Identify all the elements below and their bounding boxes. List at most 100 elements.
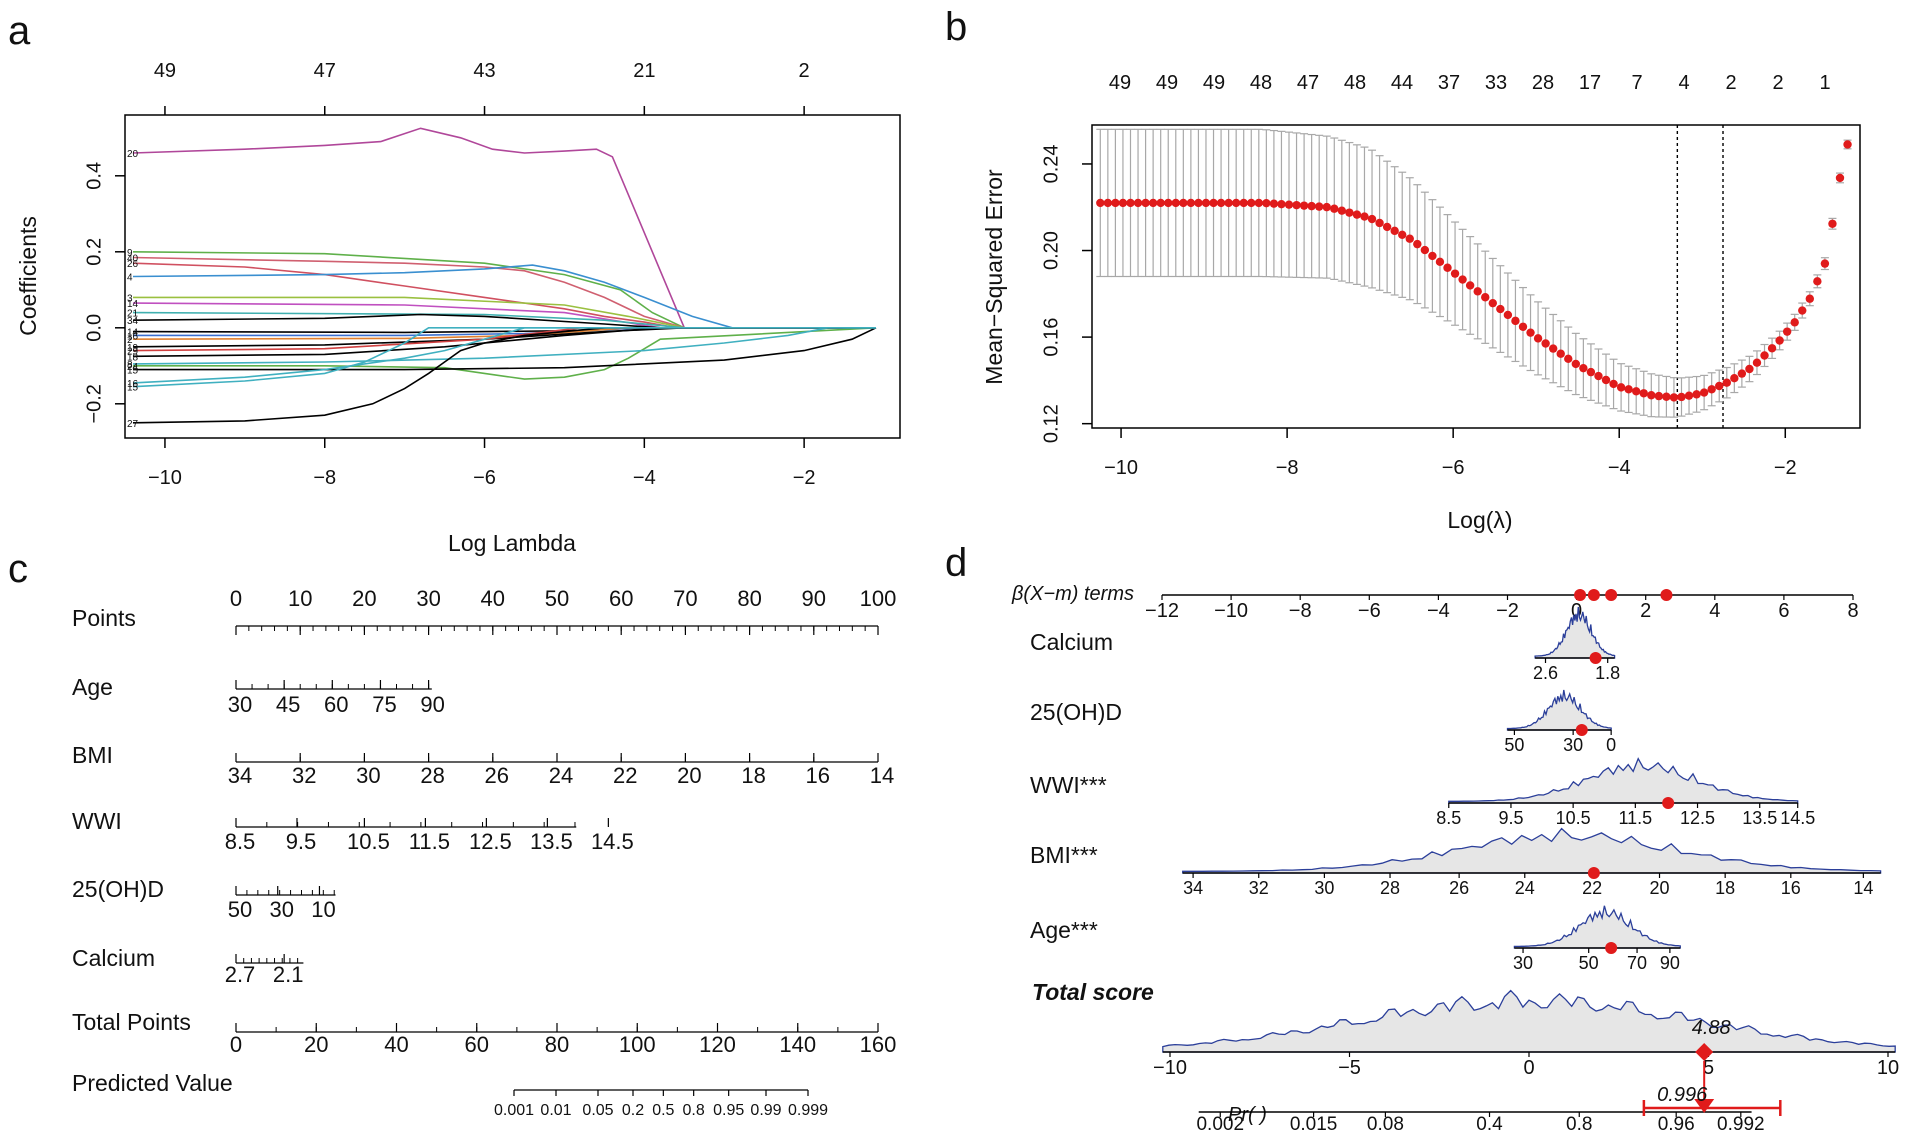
panel-c-tick-label: 24 [549,763,573,788]
panel-b-mse-point [1654,391,1664,401]
panel-d-beta-tick-label: −6 [1358,600,1381,622]
panel-b-mse-point [1707,385,1716,394]
panel-a-path-label: 26 [127,259,139,270]
panel-a-coefficient-path [133,327,877,380]
panel-d-variable-point [1662,797,1675,809]
panel-a-path-label: 34 [127,316,139,327]
panel-b-mse-point [1473,287,1482,296]
panel-d-beta-tick-label: 6 [1778,600,1789,622]
panel-c-tick-label: 30 [416,586,440,611]
panel-a-top-count: 2 [799,60,810,82]
panel-b-mse-point [1096,198,1105,208]
panel-b-top-count: 7 [1631,72,1642,94]
panel-c-tick-label: 30 [269,897,293,922]
panel-b-mse-point [1367,214,1377,224]
panel-a-coefficient-path [132,327,876,388]
panel-c-tick-label: 10 [288,586,312,611]
panel-b-mse-point [1209,198,1218,208]
panel-c-scale-name: Calcium [72,945,155,971]
panel-a-coefficient-path [132,264,876,329]
panel-c-tick-label: 0.99 [750,1102,781,1119]
panel-d-variable-name: BMI*** [1030,842,1098,868]
panel-c-tick-label: 10 [311,897,335,922]
panel-d-variable-tick-label: 22 [1582,878,1602,898]
panel-d-variable-tick-label: 9.5 [1498,808,1523,828]
panel-b-mse-point [1231,198,1241,208]
panel-d-pr-tick-label: 0.992 [1717,1114,1765,1135]
panel-b-mse-point [1752,358,1762,367]
panel-d-variable-tick-label: 10.5 [1556,808,1591,828]
panel-b-top-count: 1 [1819,72,1830,94]
panel-b-mse-point [1254,198,1264,208]
panel-c-tick-label: 20 [352,586,376,611]
panel-a-xtick-label: −10 [148,467,182,489]
panel-c-tick-label: 20 [677,763,701,788]
panel-b-top-count: 4 [1678,72,1689,94]
panel-b-mse-point [1609,379,1618,389]
panel-b-mse-point [1126,198,1135,208]
panel-b-mse-point [1760,351,1769,360]
panel-d-variable-tick-label: 12.5 [1680,808,1715,828]
panel-b-mse-point [1186,198,1196,208]
panel-d-density-curve [1506,689,1612,731]
panel-b-mse-point [1745,364,1754,374]
panel-a-path-label: 9 [127,248,133,259]
panel-c-scale-name: Points [72,605,136,631]
panel-d-total-tick-label: 10 [1877,1057,1899,1079]
panel-letter-b: b [945,5,967,49]
panel-b-mse-point [1647,391,1656,400]
panel-a-path-label: 16 [127,331,139,342]
panel-d-variable-tick-label: 50 [1504,735,1524,755]
panel-d-pr-tick-label: 0.8 [1566,1114,1592,1135]
panel-c-tick-label: 160 [860,1032,897,1057]
panel-b-mse-point [1805,294,1815,303]
panel-d-variable-tick-label: 30 [1314,878,1334,898]
panel-b-mse-point [1398,230,1407,239]
panel-d-beta-point [1587,589,1600,601]
panel-d-beta-tick-label: 0 [1571,600,1582,622]
panel-d-pr-tick-label: 0.002 [1196,1114,1244,1135]
panel-c-tick-label: 34 [228,763,252,788]
panel-d-pr-value: 0.996 [1657,1084,1708,1106]
panel-b-mse-point [1692,390,1701,399]
panel-b-top-count: 2 [1772,72,1783,94]
panel-c-tick-label: 14 [870,763,894,788]
panel-a-coefficient-path [132,327,876,365]
panel-d-variable-tick-label: 0 [1606,735,1616,755]
panel-d-variable-tick-label: 14 [1853,878,1873,898]
panel-a-path-label: 14 [127,299,139,310]
panel-b-mse-point [1292,200,1301,210]
panel-b-xtick-label: −2 [1774,457,1797,479]
panel-b-mse-point [1420,245,1430,255]
panel-b-mse-point [1133,198,1143,208]
panel-a-path-label: 4 [127,273,133,284]
panel-b-mse-point [1103,198,1113,208]
panel-a-top-count: 21 [633,60,655,82]
panel-a-coefficient-path [132,327,876,424]
panel-b-mse-point [1571,359,1581,369]
panel-d-variable-tick-label: 90 [1660,953,1680,973]
panel-a-ylabel: Coefficients [15,216,41,336]
panel-b-top-count: 47 [1297,72,1319,94]
panel-b-mse-point [1616,383,1626,392]
panel-d-pr-tick-label: 0.4 [1476,1114,1503,1135]
panel-d-variable-tick-label: 1.8 [1595,663,1620,683]
panel-d-total-tick-label: 5 [1703,1057,1714,1079]
panel-d-variable-tick-label: 26 [1449,878,1469,898]
panel-d-variable-tick-label: 70 [1627,953,1647,973]
panel-a-path-label: 2 [127,335,133,346]
panel-b-mse-point [1624,385,1633,394]
panel-b-mse-point [1390,226,1399,236]
panel-b-mse-point [1677,392,1686,402]
panel-d-pr-tick-label: 0.08 [1367,1114,1404,1135]
panel-b-mse-point [1314,202,1324,211]
panel-a-path-label: 29 [127,347,139,358]
panel-a-path-label: 16 [127,379,139,390]
panel-d-variable-tick-label: 32 [1249,878,1269,898]
panel-b-mse-point [1224,198,1233,208]
panel-b-mse-point [1156,198,1165,208]
panel-b-mse-point [1179,198,1188,208]
panel-c-tick-label: 40 [481,586,505,611]
panel-c-tick-label: 13.5 [530,829,573,854]
panel-c-tick-label: 80 [545,1032,569,1057]
